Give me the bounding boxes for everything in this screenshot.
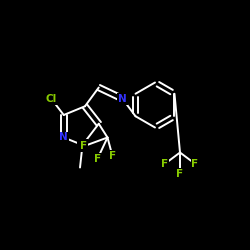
Text: F: F <box>80 141 87 151</box>
Text: Cl: Cl <box>46 94 57 104</box>
Text: F: F <box>162 159 168 169</box>
Text: F: F <box>176 169 184 179</box>
Text: N: N <box>60 132 68 142</box>
Text: N: N <box>118 94 127 104</box>
Text: N: N <box>78 140 87 150</box>
Text: F: F <box>94 154 101 164</box>
Text: F: F <box>109 151 116 161</box>
Text: F: F <box>192 159 198 169</box>
